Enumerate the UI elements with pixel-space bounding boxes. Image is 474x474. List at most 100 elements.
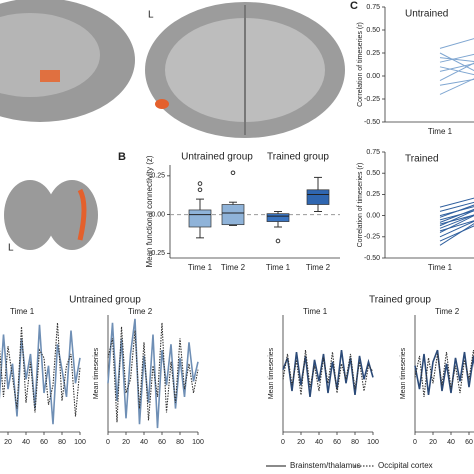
y-tick-label: 0.75 — [366, 4, 380, 11]
x-tick-label: Time 2 — [306, 263, 331, 272]
x-tick-label: Time 2 — [221, 263, 246, 272]
x-tick-label: Time 1 — [428, 127, 453, 136]
orientation-label: L — [8, 243, 14, 254]
subject-line — [439, 210, 474, 227]
legend-label: Occipital cortex — [378, 461, 433, 470]
panel-label: C — [350, 0, 358, 12]
subject-line — [439, 63, 474, 72]
y-tick-label: -0.50 — [364, 119, 380, 126]
timeseries-line — [282, 350, 374, 396]
chart-title: Time 2 — [435, 307, 460, 316]
subject-line — [439, 204, 474, 218]
activation-blob — [40, 70, 60, 82]
x-tick-label: 40 — [140, 439, 148, 446]
x-tick-label: 80 — [176, 439, 184, 446]
subject-line — [439, 78, 474, 95]
x-tick-label: 0 — [106, 439, 110, 446]
subject-line — [439, 215, 474, 234]
y-axis-label: Correlation of timeseries (r) — [357, 22, 364, 107]
y-tick-label: 0.75 — [366, 149, 380, 156]
x-tick-label: 20 — [429, 439, 437, 446]
subject-line — [439, 210, 474, 221]
y-tick-label: -0.50 — [364, 255, 380, 262]
subject-line — [439, 66, 474, 76]
timeseries-line — [107, 318, 199, 429]
x-tick-label: 80 — [58, 439, 66, 446]
subject-line — [439, 38, 474, 49]
x-tick-label: Time 1 — [428, 263, 453, 272]
chart-title: Trained — [405, 154, 439, 165]
timeseries-line — [282, 349, 374, 397]
timeseries-line — [0, 322, 81, 417]
subject-line — [439, 201, 474, 212]
timeseries-line — [107, 322, 199, 423]
y-tick-label: 0.50 — [366, 170, 380, 177]
subject-line — [439, 197, 474, 208]
box — [221, 204, 245, 226]
box — [306, 189, 330, 205]
x-tick-label: 60 — [158, 439, 166, 446]
x-tick-label: Time 1 — [188, 263, 213, 272]
x-tick-label: 60 — [333, 439, 341, 446]
brain-images: L L — [0, 0, 345, 254]
x-tick-label: 60 — [40, 439, 48, 446]
subject-line — [439, 52, 474, 72]
y-tick-label: 0.00 — [366, 73, 380, 80]
outlier — [197, 181, 203, 186]
x-tick-label: 60 — [465, 439, 473, 446]
y-axis-label: Mean timeseries — [400, 347, 407, 399]
y-tick-label: 0.50 — [366, 27, 380, 34]
outlier — [230, 170, 236, 176]
coronal-brain — [46, 180, 98, 250]
x-tick-label: 100 — [74, 439, 86, 446]
y-axis-label: Mean timeseries — [268, 347, 275, 399]
y-tick-label: -0.25 — [149, 250, 165, 257]
subject-line — [439, 220, 474, 238]
x-tick-label: 0 — [281, 439, 285, 446]
y-tick-label: 0.00 — [366, 212, 380, 219]
group-title: Trained group — [369, 295, 431, 306]
x-tick-label: 40 — [22, 439, 30, 446]
subject-line — [439, 62, 474, 82]
x-tick-label: 100 — [367, 439, 379, 446]
y-tick-label: -0.25 — [364, 96, 380, 103]
group-title: Untrained group — [181, 152, 253, 163]
subject-line — [439, 220, 474, 232]
subject-line — [439, 214, 474, 225]
activation-blob — [77, 188, 87, 241]
x-tick-label: 40 — [447, 439, 455, 446]
brain-texture — [0, 13, 100, 97]
subject-line — [439, 225, 474, 242]
y-tick-label: 0.25 — [366, 50, 380, 57]
x-tick-label: 80 — [351, 439, 359, 446]
x-tick-label: 20 — [4, 439, 12, 446]
subject-line — [439, 223, 474, 246]
y-axis-label: Mean functional connectivity (z) — [145, 155, 154, 267]
orientation-label: L — [148, 10, 154, 21]
subject-line — [439, 53, 474, 63]
activation-blob — [155, 99, 169, 109]
box — [266, 213, 290, 222]
legend-label: Brainstem/thalamus — [290, 461, 361, 470]
x-tick-label: Time 1 — [266, 263, 291, 272]
outlier — [197, 187, 203, 193]
chart-title: Time 1 — [10, 307, 35, 316]
subject-line — [439, 78, 474, 86]
timeseries-line — [0, 324, 81, 425]
timeseries-line — [414, 349, 474, 396]
y-tick-label: -0.25 — [364, 234, 380, 241]
x-tick-label: 100 — [192, 439, 204, 446]
box — [188, 209, 212, 228]
subject-line — [439, 214, 474, 229]
group-title: Untrained group — [69, 295, 141, 306]
coronal-brain — [4, 180, 56, 250]
y-tick-label: 0.25 — [366, 191, 380, 198]
x-tick-label: 40 — [315, 439, 323, 446]
y-axis-label: Mean timeseries — [93, 347, 100, 399]
y-tick-label: 0.25 — [151, 173, 165, 180]
outlier — [275, 238, 281, 244]
group-title: Trained group — [267, 152, 329, 163]
x-tick-label: 20 — [122, 439, 130, 446]
timeseries-line — [414, 350, 474, 397]
x-tick-label: 0 — [413, 439, 417, 446]
